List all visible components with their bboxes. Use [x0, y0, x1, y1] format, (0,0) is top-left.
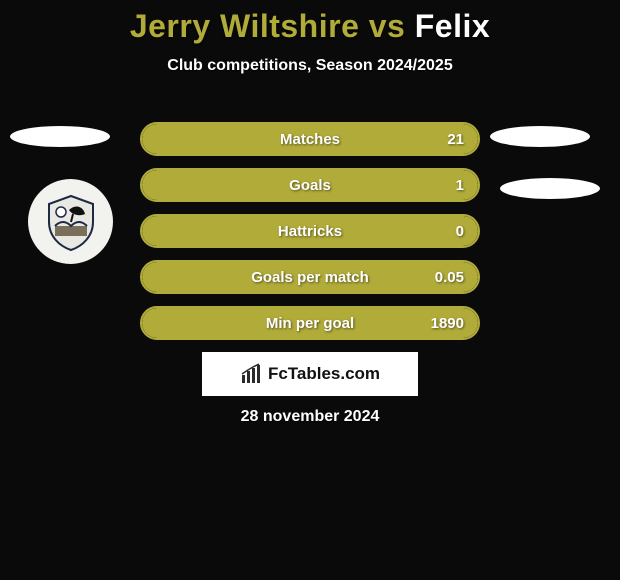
comparison-title: Jerry Wiltshire vs Felix	[0, 0, 620, 45]
stat-bar-label: Goals	[142, 170, 478, 200]
stat-bar-value: 0.05	[435, 262, 464, 292]
brand-box: FcTables.com	[202, 352, 418, 396]
stat-bar: Min per goal1890	[140, 306, 480, 340]
crest-icon	[41, 192, 101, 252]
subtitle: Club competitions, Season 2024/2025	[0, 57, 620, 75]
player1-name: Jerry Wiltshire	[130, 8, 360, 44]
stats-bars: Matches21 Goals1 Hattricks0 Goals per match…	[140, 122, 480, 352]
stat-bar: Goals per match0.05	[140, 260, 480, 294]
vs-text: vs	[369, 8, 406, 44]
stat-bar-value: 21	[447, 124, 464, 154]
stat-bar-label: Hattricks	[142, 216, 478, 246]
stat-bar-label: Goals per match	[142, 262, 478, 292]
stat-bar-label: Min per goal	[142, 308, 478, 338]
decorative-oval	[490, 126, 590, 147]
stat-bar-value: 0	[456, 216, 464, 246]
date-text: 28 november 2024	[0, 408, 620, 426]
stat-bar-value: 1890	[431, 308, 464, 338]
club-crest	[28, 179, 113, 264]
decorative-oval	[10, 126, 110, 147]
player2-name: Felix	[415, 8, 490, 44]
decorative-oval	[500, 178, 600, 199]
brand-text: FcTables.com	[268, 364, 380, 384]
stat-bar: Matches21	[140, 122, 480, 156]
bars-icon	[240, 363, 262, 385]
stat-bar-value: 1	[456, 170, 464, 200]
stat-bar: Goals1	[140, 168, 480, 202]
stat-bar: Hattricks0	[140, 214, 480, 248]
stat-bar-label: Matches	[142, 124, 478, 154]
